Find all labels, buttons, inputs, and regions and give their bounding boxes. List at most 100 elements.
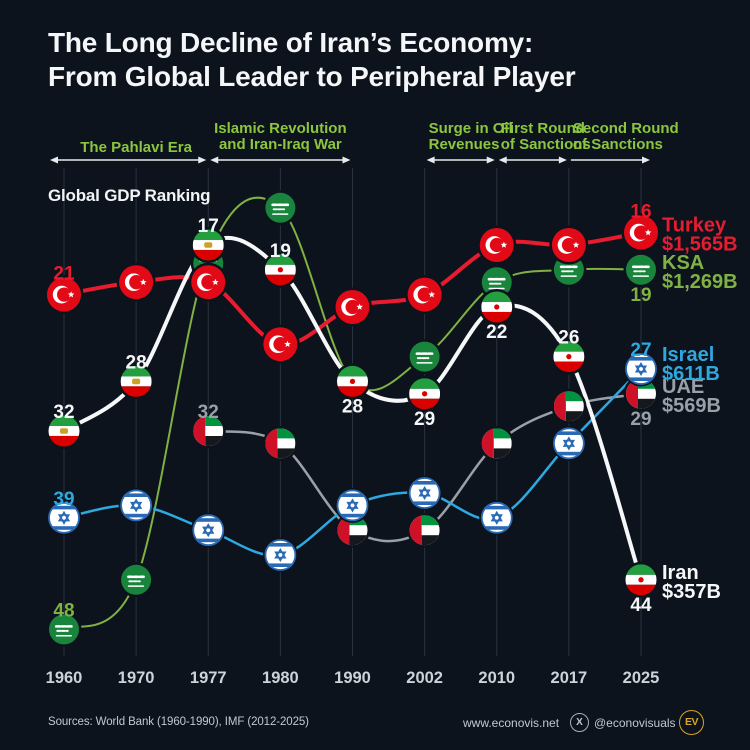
turkey-flag-icon-1960 <box>44 275 84 315</box>
legend-turkey: Turkey $1,565B <box>662 215 738 256</box>
series-line-ksa <box>63 196 642 631</box>
iran-flag-icon-1970 <box>118 363 155 400</box>
era-label-line-2: of Sanctions <box>501 136 591 153</box>
israel-flag-icon-2025 <box>623 351 659 387</box>
legend-name: Israel <box>662 344 714 366</box>
sources-text: Sources: World Bank (1960-1990), IMF (20… <box>48 716 309 728</box>
ksa-flag-icon-2010 <box>479 264 515 300</box>
uae-flag-icon-2010 <box>479 425 515 461</box>
era-label: The Pahlavi Era <box>80 139 192 156</box>
econovis-logo: EV <box>679 710 704 735</box>
legend-value: $357B <box>662 581 721 603</box>
x-social-icon: X <box>570 713 589 732</box>
israel-flag-icon-2017 <box>551 425 587 461</box>
era-label-line-2: Revenues <box>429 136 500 153</box>
arrowhead-icon <box>210 156 219 164</box>
website-link[interactable]: www.econovis.net <box>463 716 560 730</box>
era-the-pahlavi-era: The Pahlavi Era <box>50 139 207 164</box>
era-label-line-1: First Round <box>501 120 585 137</box>
iran-flag-icon-2017 <box>550 338 587 375</box>
arrowhead-icon <box>198 156 207 164</box>
legend-israel: Israel $611B <box>662 344 720 385</box>
rank-label-turkey-2025: 16 <box>630 202 651 223</box>
israel-flag-icon-1977 <box>190 512 226 548</box>
turkey-flag-icon-2010 <box>477 225 517 265</box>
era-label-line-1: Surge in Oil <box>429 120 513 137</box>
arrowhead-icon <box>342 156 351 164</box>
y-axis-title: Global GDP Ranking <box>48 186 211 205</box>
era-label-line-1: Second Round <box>573 120 679 137</box>
rank-label-iran-2017: 26 <box>558 328 579 349</box>
uae-flag-icon-1990 <box>335 512 370 548</box>
rank-label-ksa-2025: 19 <box>630 285 651 306</box>
turkey-flag-icon-2025 <box>621 213 661 253</box>
arrowhead-icon <box>426 156 435 164</box>
rank-label-iran-1980: 19 <box>270 241 291 262</box>
iran-flag-icon-1980 <box>262 251 299 288</box>
page-title: The Long Decline of Iran’s Economy: From… <box>48 26 576 94</box>
rank-label-iran-1990: 28 <box>342 396 363 417</box>
x-tick-2002: 2002 <box>406 669 443 687</box>
ksa-flag-icon-2002 <box>407 339 443 375</box>
legend-name: KSA <box>662 252 704 274</box>
turkey-flag-icon-2002 <box>405 275 445 315</box>
x-tick-2017: 2017 <box>551 669 588 687</box>
footer: Sources: World Bank (1960-1990), IMF (20… <box>0 704 750 750</box>
iran-flag-icon-1977 <box>190 227 227 263</box>
iran-flag-icon-2002 <box>406 375 443 412</box>
israel-flag-icon-2002 <box>407 475 443 511</box>
arrowhead-icon <box>50 156 58 164</box>
legend-name: UAE <box>662 376 704 398</box>
x-tick-1980: 1980 <box>262 669 299 687</box>
iran-flag-icon-2010 <box>478 289 515 325</box>
uae-flag-icon-1977 <box>190 413 226 449</box>
x-tick-2010: 2010 <box>478 669 515 687</box>
legend-name: Turkey <box>662 215 727 237</box>
era-label-line-1: Islamic Revolution <box>214 120 347 137</box>
israel-flag-icon-1960 <box>46 500 82 536</box>
rank-label-iran-2010: 22 <box>486 322 507 343</box>
x-handle-link[interactable]: @econovisuals <box>594 716 676 730</box>
rank-label-uae-2025: 29 <box>630 409 651 430</box>
turkey-flag-icon-1970 <box>116 262 156 302</box>
uae-flag-icon-2017 <box>551 388 587 424</box>
rank-label-uae-1977: 32 <box>198 402 219 423</box>
uae-flag-icon-1980 <box>262 425 298 461</box>
title-line-1: The Long Decline of Iran’s Economy: <box>48 27 534 58</box>
x-axis-labels: 1960 1970 1977 1980 1990 2002 2010 2017 2025 <box>46 669 660 687</box>
x-tick-1990: 1990 <box>334 669 371 687</box>
legend-value: $569B <box>662 395 721 417</box>
rank-label-iran-1970: 28 <box>126 352 147 373</box>
arrowhead-icon <box>486 156 495 164</box>
ksa-flag-icon-1960 <box>46 611 82 647</box>
rank-label-ksa-1960: 48 <box>53 600 74 621</box>
legend-ksa: KSA $1,269B <box>662 252 738 293</box>
rank-label-iran-1960: 32 <box>53 402 74 423</box>
x-tick-1970: 1970 <box>118 669 155 687</box>
title-line-2: From Global Leader to Peripheral Player <box>48 61 576 92</box>
turkey-flag-icon-1990 <box>333 287 372 327</box>
arrowhead-icon <box>558 156 567 164</box>
ksa-flag-icon-2025 <box>623 252 659 288</box>
iran-flag-icon-2025 <box>623 561 659 598</box>
x-tick-1960: 1960 <box>46 669 83 687</box>
x-tick-1977: 1977 <box>190 669 227 687</box>
israel-flag-icon-2010 <box>479 500 515 536</box>
israel-flag-icon-1990 <box>335 487 370 523</box>
ksa-flag-icon-1980 <box>262 190 298 226</box>
israel-flag-icon-1970 <box>118 487 154 523</box>
rank-label-israel-2025: 27 <box>630 340 651 361</box>
rank-label-iran-1977: 17 <box>198 216 219 237</box>
legend-name: Iran <box>662 562 699 584</box>
turkey-flag-icon-1977 <box>188 262 228 302</box>
legend-value: $1,269B <box>662 271 738 293</box>
era-label-line-2: of Sanctions <box>573 136 663 153</box>
arrowhead-icon <box>642 156 650 164</box>
rank-label-turkey-1960: 21 <box>53 264 75 285</box>
